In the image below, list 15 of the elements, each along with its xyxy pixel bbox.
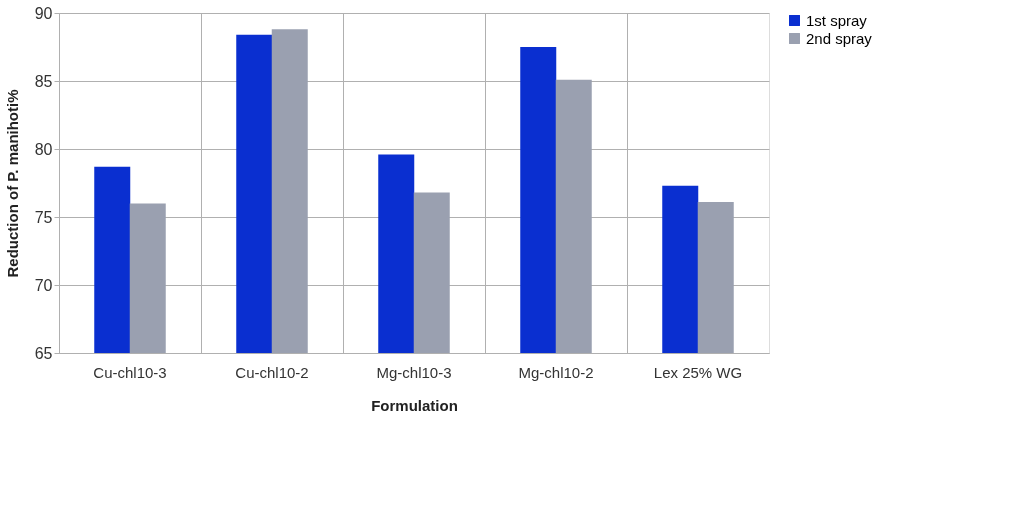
x-tick-label: Cu-chl10-2 [235,363,309,381]
y-tick-label: 90 [34,4,53,22]
legend-label: 2nd spray [806,29,873,47]
y-tick-label: 85 [34,72,53,90]
x-tick-label: Cu-chl10-3 [93,363,167,381]
legend-label: 1st spray [806,11,868,29]
x-tick-label: Mg-chl10-3 [376,363,452,381]
y-tick-label: 70 [34,276,53,294]
y-tick-label: 75 [34,208,53,226]
y-tick-label: 65 [34,344,53,362]
x-tick-label: Lex 25% WG [653,363,743,381]
x-axis-title: Formulation [371,396,458,414]
y-tick-label: 80 [34,140,53,158]
x-tick-label: Mg-chl10-2 [518,363,594,381]
y-axis-title: Reduction of P. manihoti% [3,89,21,278]
